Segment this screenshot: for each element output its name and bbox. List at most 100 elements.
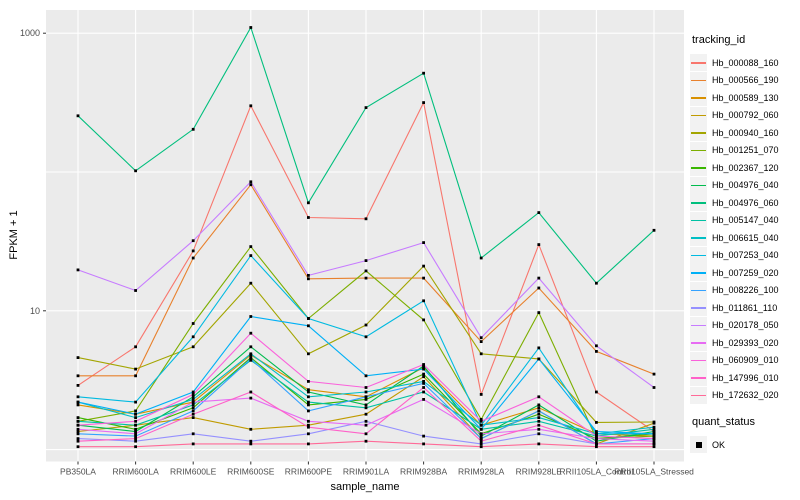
data-point — [652, 427, 656, 431]
data-point — [422, 241, 425, 244]
legend-entry-label: Hb_007253_040 — [712, 250, 779, 261]
legend-entry-label: Hb_000589_130 — [712, 92, 779, 103]
data-point — [307, 388, 310, 392]
data-point — [134, 439, 137, 443]
legend-key-swatch — [690, 316, 707, 334]
data-point — [76, 430, 80, 433]
legend-entry-label: Hb_000940_160 — [712, 127, 779, 138]
data-point — [364, 395, 368, 399]
legend-entry-Hb_000088_160: Hb_000088_160 — [690, 54, 800, 72]
data-point — [249, 357, 253, 361]
legend-key-swatch — [690, 264, 707, 282]
data-point — [191, 249, 195, 253]
data-point — [479, 434, 483, 438]
data-point — [249, 315, 253, 318]
panel-background — [46, 10, 684, 462]
legend-key-swatch — [690, 229, 707, 247]
data-point — [537, 403, 541, 407]
legend-quant-status: quant_status OK — [690, 416, 800, 454]
legend-entry-Hb_011861_110: Hb_011861_110 — [690, 299, 800, 317]
data-point — [76, 403, 80, 407]
data-point — [191, 322, 195, 325]
data-point — [76, 374, 80, 378]
data-point — [307, 419, 310, 423]
data-point — [595, 281, 598, 285]
data-point — [422, 364, 425, 368]
legend-key-line-icon — [691, 289, 706, 292]
data-point — [249, 442, 253, 446]
data-point — [249, 281, 253, 285]
data-point — [595, 421, 598, 424]
legend-key-line-icon — [691, 359, 706, 362]
legend-key-line-icon — [691, 342, 706, 344]
data-point — [134, 419, 137, 423]
data-point — [595, 350, 598, 353]
data-point — [537, 409, 541, 413]
x-tick-label: RRII105LA_Stressed — [614, 467, 694, 477]
x-tick-label: RRIM901LA — [343, 467, 390, 477]
data-point — [422, 276, 425, 280]
data-point — [364, 259, 368, 262]
x-tick-label: RRIM928LA — [458, 467, 505, 477]
legend-key-swatch — [690, 54, 707, 72]
data-point — [422, 390, 425, 394]
data-point — [249, 254, 253, 257]
legend-entry-label: Hb_147996_010 — [712, 372, 779, 383]
data-point — [191, 406, 195, 410]
y-axis-title: FPKM + 1 — [8, 210, 20, 260]
data-point — [422, 372, 425, 376]
data-point — [652, 445, 656, 449]
data-point — [134, 434, 137, 438]
data-point — [191, 390, 195, 394]
data-point — [76, 400, 80, 404]
x-tick-label: RRIM928BA — [400, 467, 448, 477]
legend-entry-Hb_000589_130: Hb_000589_130 — [690, 89, 800, 107]
legend-key-line-icon — [691, 324, 706, 327]
data-point — [364, 390, 368, 394]
legend-key-swatch — [690, 89, 707, 107]
data-point — [307, 274, 310, 277]
data-point — [479, 423, 483, 427]
data-point — [76, 356, 80, 359]
data-point — [537, 211, 541, 214]
data-point — [652, 430, 656, 433]
data-point — [307, 400, 310, 404]
legend-entry-Hb_172632_020: Hb_172632_020 — [690, 386, 800, 405]
data-point — [76, 427, 80, 431]
legend-key-line-icon — [691, 377, 706, 379]
data-point — [307, 277, 310, 281]
data-point — [537, 276, 541, 280]
legend-key-swatch — [690, 369, 707, 387]
data-point — [364, 398, 368, 401]
data-point — [191, 256, 195, 260]
legend-entry-label: Hb_000566_190 — [712, 75, 779, 86]
x-tick-label: RRIM600SE — [227, 467, 275, 477]
legend-key-line-icon — [691, 202, 706, 204]
data-point — [595, 430, 598, 433]
data-point — [191, 335, 195, 339]
legend-entry-Hb_000566_190: Hb_000566_190 — [690, 71, 800, 90]
data-point — [479, 445, 483, 449]
legend-entry-ok: OK — [690, 436, 800, 454]
data-point — [249, 427, 253, 431]
legend-entry-Hb_000940_160: Hb_000940_160 — [690, 124, 800, 142]
legend-key-swatch — [690, 194, 707, 212]
data-point — [537, 427, 541, 431]
data-point — [479, 419, 483, 423]
data-point — [537, 311, 541, 314]
data-point — [652, 425, 656, 429]
data-point — [479, 418, 483, 421]
data-point — [422, 375, 425, 379]
data-point — [364, 276, 368, 280]
data-point — [134, 409, 137, 413]
legend-key-swatch — [690, 334, 707, 352]
data-point — [364, 106, 368, 109]
data-point — [191, 239, 195, 243]
legend-entry-label: Hb_004976_040 — [712, 180, 779, 191]
legend-title-quant-status: quant_status — [692, 416, 755, 428]
data-point — [191, 345, 195, 349]
data-point — [134, 345, 137, 349]
data-point — [537, 419, 541, 423]
data-point — [652, 442, 656, 446]
x-tick-label: RRIM600PE — [285, 467, 333, 477]
